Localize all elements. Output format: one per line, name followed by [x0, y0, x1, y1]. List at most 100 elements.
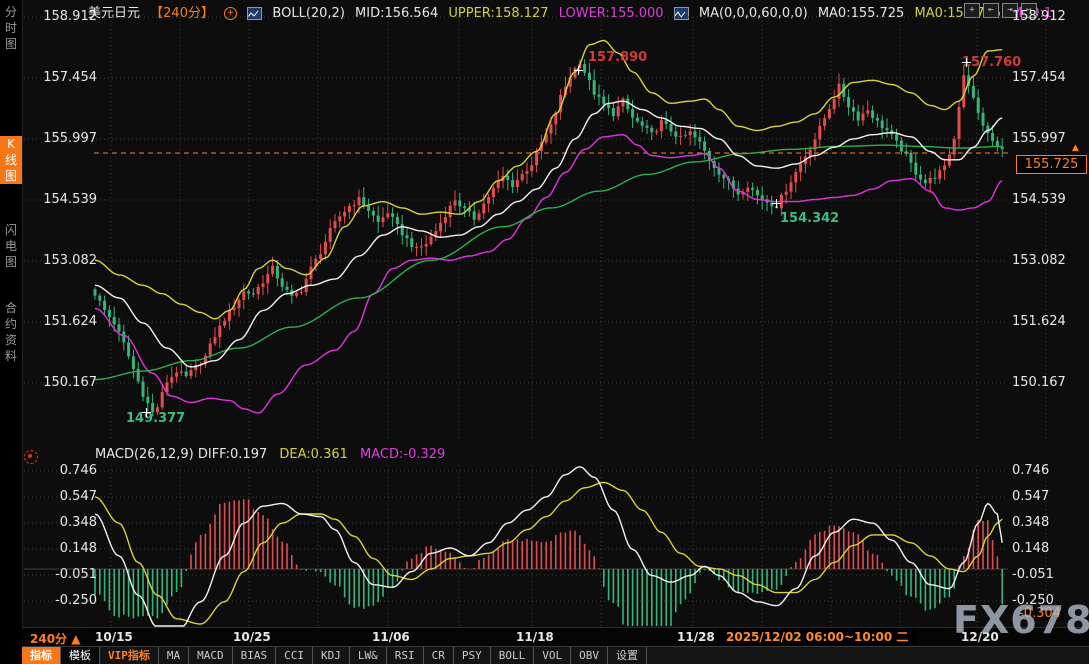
sidebar-tab-char: 线: [0, 152, 22, 168]
toolbar-button-VOL[interactable]: VOL: [534, 647, 572, 664]
boll-mid-value: MID:156.564: [355, 6, 439, 21]
price-axis-label-left: 158.912: [43, 9, 97, 24]
macd-axis-label-left: -0.250: [55, 593, 97, 608]
price-axis-label-right: 155.997: [1012, 131, 1066, 146]
sidebar-tab-char: 分: [4, 5, 17, 19]
sidebar-tab-char: 图: [4, 255, 17, 269]
toolbar-button-PSY[interactable]: PSY: [454, 647, 491, 664]
crosshair-marker-icon: [574, 66, 583, 75]
toolbar-button-指标[interactable]: 指标: [22, 647, 61, 664]
macd-axis-label-right: -0.250: [1012, 593, 1054, 608]
macd-axis-label-left: 0.348: [59, 515, 97, 530]
sidebar-tab-char: 料: [4, 349, 17, 363]
macd-axis-label-right: 0.148: [1012, 541, 1050, 556]
macd-axis-label-left: 0.746: [59, 463, 97, 478]
price-axis-label-right: 154.539: [1012, 192, 1066, 207]
toolbar-button-模板[interactable]: 模板: [61, 647, 100, 664]
chart-header: 美元日元 【240分】 + BOLL(20,2) MID:156.564 UPP…: [88, 2, 1058, 21]
date-tick-label: 11/06: [372, 630, 410, 644]
add-indicator-icon[interactable]: +: [224, 7, 238, 20]
sidebar-tab-char: 合: [4, 301, 17, 315]
macd-axis-label-right: 0.348: [1012, 515, 1050, 530]
macd-axis-label-left: 0.148: [59, 541, 97, 556]
price-axis-label-right: 153.082: [1012, 253, 1066, 268]
price-annotation: 154.342: [780, 211, 840, 226]
price-axis-label-left: 153.082: [43, 253, 97, 268]
macd-axis-label-left: -0.051: [55, 567, 97, 582]
axis-right-icon[interactable]: ⇥: [1002, 3, 1018, 18]
price-marker-icon: ▲: [1072, 143, 1079, 153]
toolbar-button-OBV[interactable]: OBV: [571, 647, 608, 664]
current-price-tag: 155.725: [1016, 155, 1087, 174]
macd-diff-value: MACD(26,12,9) DIFF:0.197: [95, 447, 268, 462]
sidebar-tab-char: 资: [4, 333, 17, 347]
toolbar-button-MACD[interactable]: MACD: [189, 647, 233, 664]
current-macd-tag: -0.304: [1016, 606, 1064, 621]
sidebar-tab-char: 电: [4, 239, 17, 253]
axis-left-icon[interactable]: ⇤: [983, 3, 999, 18]
toolbar-button-MA[interactable]: MA: [159, 647, 190, 664]
toolbar-button-CR[interactable]: CR: [424, 647, 454, 664]
boll-label: BOLL(20,2): [272, 6, 345, 21]
crosshair-marker-icon: [772, 199, 781, 208]
sidebar-tab-char: K: [0, 136, 22, 152]
sidebar-tab-char: 时: [4, 21, 17, 35]
macd-axis-label-right: 0.746: [1012, 463, 1050, 478]
exit-icon[interactable]: ↦: [1021, 3, 1037, 18]
crosshair-marker-icon: [962, 58, 971, 67]
ma0-value-1: MA0:155.725: [817, 6, 905, 21]
period-selector[interactable]: 240分 ▲: [30, 632, 81, 646]
macd-header: MACD(26,12,9) DIFF:0.197 DEA:0.361 MACD:…: [95, 447, 453, 462]
macd-axis-label-right: 0.547: [1012, 489, 1050, 504]
toolbar-button-VIP指标[interactable]: VIP指标: [100, 647, 159, 664]
date-tick-label: 10/25: [233, 630, 271, 644]
price-axis-label-right: 151.624: [1012, 314, 1066, 329]
toolbar-button-KDJ[interactable]: KDJ: [313, 647, 350, 664]
toolbar-button-CCI[interactable]: CCI: [276, 647, 313, 664]
crosshair-marker-icon: [142, 408, 151, 417]
boll-chart-icon[interactable]: [247, 7, 263, 20]
sidebar-tab-4[interactable]: 合约资料: [0, 300, 22, 364]
macd-axis-label-left: 0.547: [59, 489, 97, 504]
macd-axis-label-right: -0.051: [1012, 567, 1054, 582]
period-badge[interactable]: 【240分】: [150, 6, 214, 21]
sidebar-tab-1[interactable]: 分时图: [0, 4, 22, 52]
sidebar-tab-char: 图: [4, 37, 17, 51]
fx678-watermark: FX678: [953, 598, 1089, 642]
price-axis-label-left: 151.624: [43, 314, 97, 329]
date-axis: 240分 ▲ 2025/12/02 06:00~10:00 二 10/15 10/…: [22, 627, 1089, 647]
price-axis-label-left: 157.454: [43, 70, 97, 85]
date-tick-label: 10/15: [95, 630, 133, 644]
price-axis-label-left: 150.167: [43, 375, 97, 390]
price-axis-label-left: 154.539: [43, 192, 97, 207]
date-tick-label: 11/28: [677, 630, 715, 644]
toolbar-button-LW&[interactable]: LW&: [350, 647, 387, 664]
price-axis-label-left: 155.997: [43, 131, 97, 146]
sidebar-tab-char: 闪: [4, 223, 17, 237]
toolbar-button-RSI[interactable]: RSI: [387, 647, 424, 664]
boll-upper-value: UPPER:158.127: [448, 6, 549, 21]
macd-dea-value: DEA:0.361: [279, 447, 348, 462]
indicator-spark-icon[interactable]: [24, 450, 38, 464]
price-annotation: 157.890: [588, 50, 648, 65]
crosshair-datetime: 2025/12/02 06:00~10:00 二: [718, 628, 917, 647]
date-tick-label: 11/18: [516, 630, 554, 644]
price-axis-label-right: 150.167: [1012, 375, 1066, 390]
ma-label: MA(0,0,0,60,0,0): [698, 6, 808, 21]
macd-value: MACD:-0.329: [360, 447, 446, 462]
price-axis-label-right: 157.454: [1012, 70, 1066, 85]
price-axis-label-right: 158.912: [1012, 9, 1066, 24]
toolbar-button-设置[interactable]: 设置: [608, 647, 647, 664]
ma-chart-icon[interactable]: [673, 7, 689, 20]
indicator-toolbar: 指标 模板 VIP指标 MA MACD BIAS CCI KDJ LW& RSI CR PSY BOLL…: [22, 646, 1089, 664]
toolbar-button-BOLL[interactable]: BOLL: [491, 647, 535, 664]
toolbar-button-BIAS[interactable]: BIAS: [233, 647, 277, 664]
date-tick-label: 12/20: [961, 630, 999, 644]
sidebar-tab-3[interactable]: 闪电图: [0, 222, 22, 270]
pan-icon[interactable]: +: [964, 3, 980, 18]
price-annotation: 149.377: [126, 411, 186, 426]
chart-tool-buttons: + ⇤ ⇥ ↦: [964, 3, 1037, 18]
